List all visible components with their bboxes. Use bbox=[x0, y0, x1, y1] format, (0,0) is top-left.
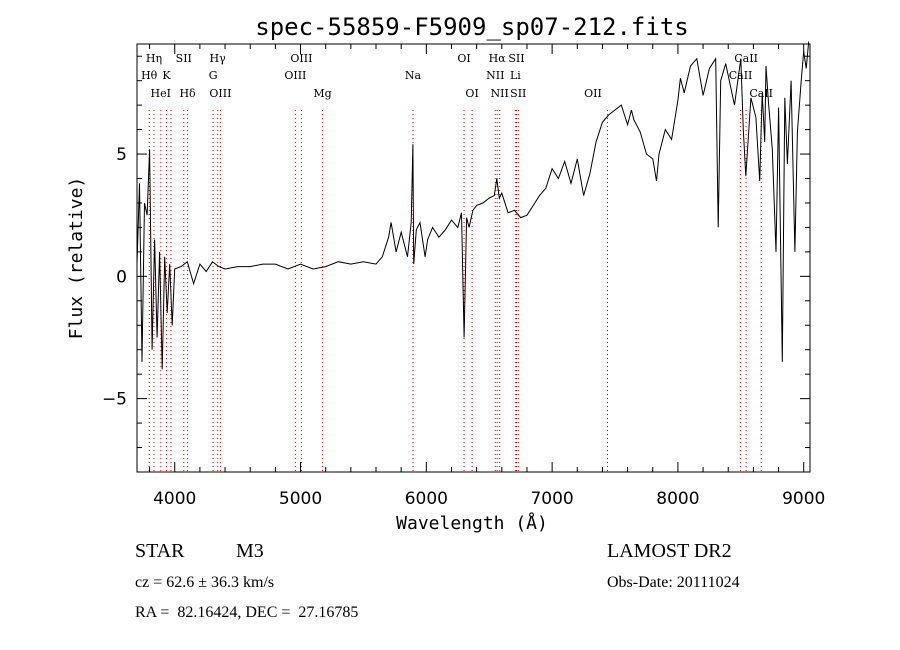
line-label: OIII bbox=[284, 69, 306, 82]
line-label: HeI bbox=[151, 87, 171, 100]
line-label: SII bbox=[176, 52, 192, 65]
line-label: K bbox=[162, 69, 171, 82]
line-label: NII bbox=[491, 87, 509, 100]
chart-title: spec-55859-F5909_sp07-212.fits bbox=[255, 13, 688, 41]
x-tick-label: 4000 bbox=[153, 489, 196, 509]
observation-date: Obs-Date: 20111024 bbox=[607, 574, 740, 591]
line-label: Hγ bbox=[210, 52, 227, 65]
line-label: Hα bbox=[489, 52, 507, 65]
line-label: NII bbox=[486, 69, 504, 82]
line-label: Li bbox=[510, 69, 521, 82]
line-label: Hδ bbox=[179, 87, 196, 100]
line-label: Na bbox=[405, 69, 422, 82]
spectrum-series-line bbox=[136, 41, 810, 370]
line-label: OI bbox=[465, 87, 478, 100]
x-tick-label: 6000 bbox=[405, 489, 448, 509]
x-tick-label: 5000 bbox=[279, 489, 322, 509]
line-label: SII bbox=[508, 52, 524, 65]
line-label: Hθ bbox=[141, 69, 158, 82]
axis-ticks: 4000 5000 6000 7000 8000 9000 −5 0 5 bbox=[102, 44, 825, 509]
x-tick-label: 7000 bbox=[530, 489, 573, 509]
line-label: CaII bbox=[734, 52, 758, 65]
redshift-velocity: cz = 62.6 ± 36.3 km/s bbox=[135, 574, 275, 591]
y-axis-label: Flux (relative) bbox=[66, 177, 87, 340]
plot-frame bbox=[136, 43, 811, 473]
line-label-group: Hη Hθ K HeI SII Hδ Hγ G OIII OIII OIII Mg Na OI OI Hα NI… bbox=[141, 52, 773, 100]
line-label: SII bbox=[510, 87, 526, 100]
line-marker-group bbox=[148, 110, 762, 472]
object-class: STAR bbox=[135, 540, 185, 562]
survey-name: LAMOST DR2 bbox=[607, 540, 732, 562]
x-tick-label: 9000 bbox=[782, 489, 825, 509]
line-label: Hη bbox=[146, 52, 162, 65]
line-label: OIII bbox=[209, 87, 231, 100]
y-tick-label: −5 bbox=[102, 390, 127, 410]
line-label: Mg bbox=[313, 87, 331, 100]
line-label: CaII bbox=[749, 87, 773, 100]
x-axis-label: Wavelength (Å) bbox=[396, 512, 548, 534]
line-label: G bbox=[209, 69, 218, 82]
line-label: OII bbox=[584, 87, 602, 100]
x-tick-label: 8000 bbox=[656, 489, 699, 509]
line-label: CaII bbox=[729, 69, 753, 82]
coordinates-ra-dec: RA = 82.16424, DEC = 27.16785 bbox=[135, 604, 359, 621]
line-label: OIII bbox=[290, 52, 312, 65]
object-subclass: M3 bbox=[236, 540, 264, 562]
y-tick-label: 5 bbox=[116, 145, 127, 165]
line-label: OI bbox=[457, 52, 470, 65]
y-tick-label: 0 bbox=[116, 267, 127, 287]
